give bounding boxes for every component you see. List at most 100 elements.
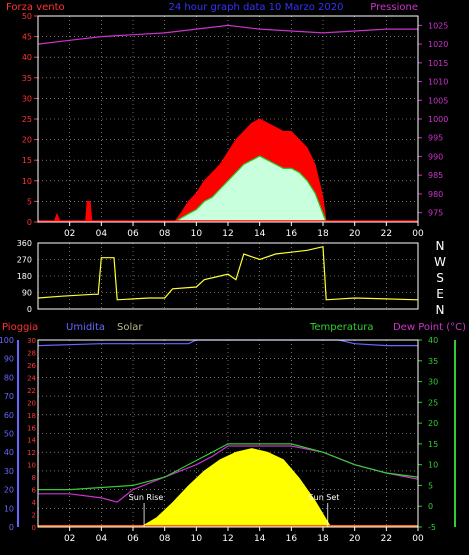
wind-x-tick-label: 14 bbox=[254, 229, 266, 239]
rain-y-tick-label: 22 bbox=[27, 387, 36, 395]
chart-right-title: Pressione bbox=[370, 2, 418, 13]
pressure-y-tick-label: 1020 bbox=[428, 40, 448, 49]
temp-y-tick-label: 40 bbox=[428, 336, 438, 345]
hum-x-tick-label: 06 bbox=[127, 534, 139, 544]
legend-solar: Solar bbox=[117, 322, 143, 333]
rain-y-tick-label: 30 bbox=[27, 337, 36, 345]
wind-y-tick-label: 0 bbox=[27, 218, 32, 227]
wind-y-tick-label: 15 bbox=[22, 156, 32, 165]
wind-y-tick-label: 50 bbox=[22, 12, 32, 21]
hum-x-tick-label: 08 bbox=[159, 534, 171, 544]
compass-letter: N bbox=[436, 303, 445, 317]
pressure-y-tick-label: 1010 bbox=[428, 78, 448, 87]
temp-y-tick-label: 5 bbox=[428, 481, 433, 490]
rain-y-tick-label: 24 bbox=[27, 374, 36, 382]
hum-x-tick-label: 22 bbox=[381, 534, 392, 544]
humidity-y-tick-label: 50 bbox=[4, 430, 14, 439]
wind-y-tick-label: 45 bbox=[22, 33, 32, 42]
wind-x-tick-label: 08 bbox=[159, 229, 171, 239]
temp-y-tick-label: 15 bbox=[428, 440, 438, 449]
legend-dewpoint: Dew Point (°C) bbox=[393, 322, 466, 333]
chart-center-title: 24 hour graph data 10 Marzo 2020 bbox=[169, 2, 344, 13]
temp-y-tick-label: 30 bbox=[428, 378, 438, 387]
rain-y-tick-label: 16 bbox=[27, 424, 36, 432]
rain-y-tick-label: 28 bbox=[27, 349, 36, 357]
hum-x-tick-label: 10 bbox=[191, 534, 203, 544]
wind-y-tick-label: 35 bbox=[22, 74, 32, 83]
pressure-y-tick-label: 1005 bbox=[428, 96, 448, 105]
dir-y-tick-label: 270 bbox=[17, 256, 32, 265]
sun-rise-label: Sun Rise bbox=[129, 493, 164, 502]
dir-y-tick-label: 0 bbox=[27, 305, 32, 314]
temp-y-tick-label: 10 bbox=[428, 461, 438, 470]
pressure-y-tick-label: 1000 bbox=[428, 115, 448, 124]
wind-y-tick-label: 40 bbox=[22, 53, 32, 62]
temp-y-tick-label: 0 bbox=[428, 502, 433, 511]
wind-gust-area bbox=[38, 118, 418, 223]
temp-y-tick-label: 25 bbox=[428, 398, 438, 407]
wind-y-tick-label: 20 bbox=[22, 136, 32, 145]
dir-y-tick-label: 360 bbox=[17, 239, 32, 248]
humidity-y-tick-label: 10 bbox=[4, 504, 14, 513]
humidity-y-tick-label: 0 bbox=[9, 523, 14, 532]
dir-y-tick-label: 90 bbox=[22, 289, 32, 298]
pressure-y-tick-label: 975 bbox=[428, 209, 443, 218]
solar-area bbox=[139, 448, 332, 528]
wind-pressure-panel: 0510152025303540455097598098599099510001… bbox=[22, 12, 449, 239]
sun-set-label: Sun Set bbox=[309, 493, 340, 502]
hum-x-tick-label: 12 bbox=[222, 534, 233, 544]
pressure-line bbox=[37, 24, 418, 45]
wind-y-tick-label: 30 bbox=[22, 94, 32, 103]
wind-y-tick-label: 25 bbox=[22, 115, 32, 124]
wind-x-tick-label: 18 bbox=[317, 229, 329, 239]
hum-x-tick-label: 02 bbox=[64, 534, 75, 544]
temp-y-tick-label: -5 bbox=[428, 523, 436, 532]
wind-direction-panel: 0 90 180 270 360 bbox=[17, 239, 419, 314]
pressure-y-tick-label: 980 bbox=[428, 190, 443, 199]
wind-x-tick-label: 02 bbox=[64, 229, 75, 239]
wind-x-tick-label: 20 bbox=[349, 229, 361, 239]
hum-x-tick-label: 00 bbox=[412, 534, 424, 544]
wind-x-tick-label: 00 bbox=[412, 229, 424, 239]
humidity-y-tick-label: 60 bbox=[4, 411, 14, 420]
wind-x-tick-label: 04 bbox=[96, 229, 108, 239]
humidity-y-tick-label: 40 bbox=[4, 448, 14, 457]
rain-y-tick-label: 12 bbox=[27, 449, 36, 457]
chart-left-title: Forza vento bbox=[6, 2, 65, 13]
dir-y-tick-label: 180 bbox=[17, 272, 32, 281]
hum-x-tick-label: 18 bbox=[317, 534, 329, 544]
rain-y-tick-label: 26 bbox=[27, 362, 36, 370]
humidity-y-tick-label: 80 bbox=[4, 373, 14, 382]
rain-y-tick-label: 6 bbox=[32, 487, 37, 495]
rain-y-tick-label: 18 bbox=[27, 412, 36, 420]
legend-humidity: Umidita bbox=[66, 322, 105, 333]
legend-temperature: Temperatura bbox=[309, 322, 374, 333]
hum-x-tick-label: 14 bbox=[254, 534, 266, 544]
rain-y-tick-label: 0 bbox=[32, 524, 36, 532]
wind-x-tick-label: 12 bbox=[222, 229, 233, 239]
humidity-y-tick-label: 20 bbox=[4, 486, 14, 495]
rain-y-tick-label: 20 bbox=[27, 399, 36, 407]
humidity-temperature-panel: 0102030405060708090100024681012141618202… bbox=[0, 336, 456, 544]
wind-x-tick-label: 06 bbox=[127, 229, 139, 239]
temp-y-tick-label: 20 bbox=[428, 419, 438, 428]
wind-direction-line bbox=[37, 245, 419, 301]
compass-letter: N bbox=[436, 239, 445, 253]
wind-x-tick-label: 16 bbox=[286, 229, 298, 239]
pressure-y-tick-label: 990 bbox=[428, 152, 443, 161]
hum-x-tick-label: 20 bbox=[349, 534, 361, 544]
rain-y-tick-label: 8 bbox=[32, 474, 36, 482]
humidity-y-tick-label: 90 bbox=[4, 355, 14, 364]
dir-frame bbox=[37, 242, 419, 310]
temp-y-tick-label: 35 bbox=[428, 357, 438, 366]
humidity-y-tick-label: 70 bbox=[4, 392, 14, 401]
compass-letter: W bbox=[434, 255, 446, 269]
humidity-y-tick-label: 30 bbox=[4, 467, 14, 476]
pressure-y-tick-label: 1025 bbox=[428, 21, 448, 30]
pressure-y-tick-label: 985 bbox=[428, 171, 443, 180]
wind-y-tick-label: 10 bbox=[22, 177, 32, 186]
compass-letter: S bbox=[436, 271, 444, 285]
rain-y-tick-label: 14 bbox=[27, 437, 36, 445]
